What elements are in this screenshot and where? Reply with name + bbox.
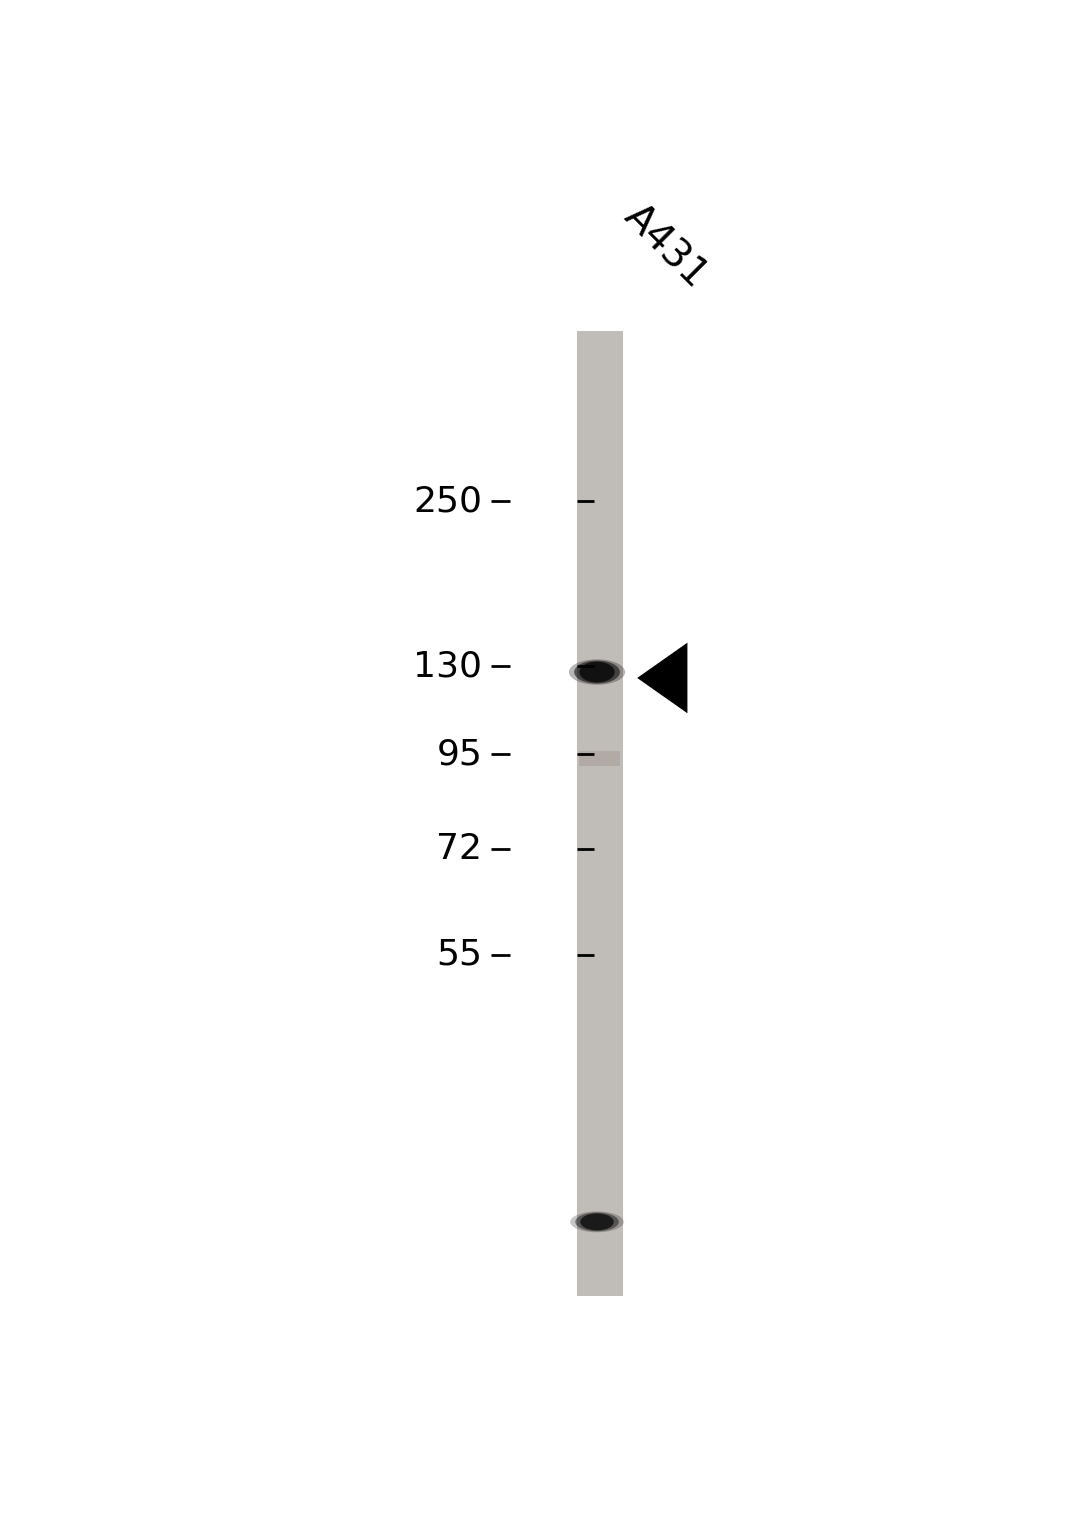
Ellipse shape [570,1211,624,1232]
Ellipse shape [575,661,620,683]
Text: A431: A431 [617,197,715,295]
Bar [577,330,622,1297]
Ellipse shape [569,659,625,685]
Text: 72: 72 [436,832,483,865]
Text: 250: 250 [414,485,483,518]
Text: 130: 130 [414,650,483,683]
Ellipse shape [580,662,615,682]
Text: 55: 55 [436,937,483,971]
Ellipse shape [580,1214,613,1231]
Ellipse shape [576,1212,619,1231]
Bar [579,751,620,766]
Polygon shape [637,642,688,713]
Text: 95: 95 [436,737,483,772]
